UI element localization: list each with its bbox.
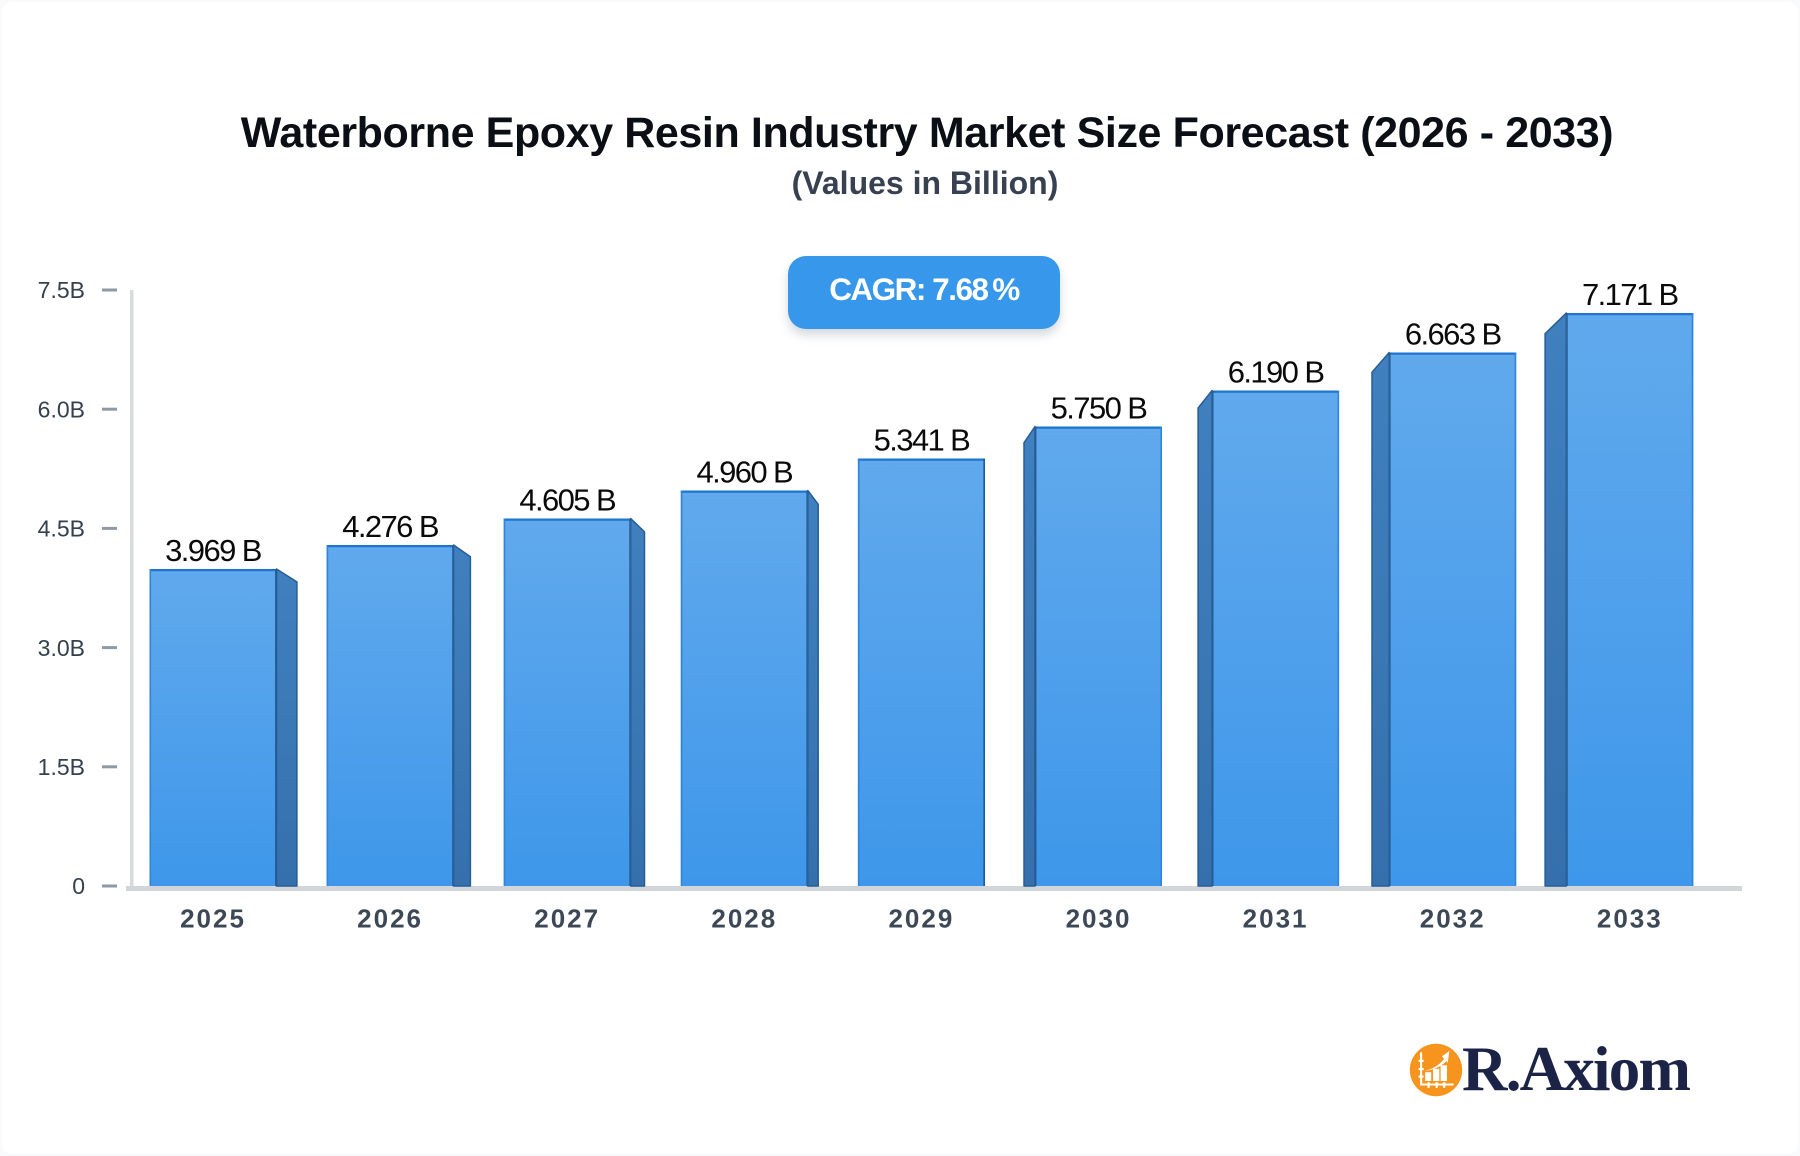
svg-text:0: 0 <box>72 873 85 899</box>
svg-text:7.5B: 7.5B <box>38 277 85 303</box>
svg-text:2028: 2028 <box>711 904 777 934</box>
svg-text:2032: 2032 <box>1420 904 1486 934</box>
svg-text:3.969 B: 3.969 B <box>165 533 262 568</box>
svg-text:2033: 2033 <box>1597 904 1663 934</box>
svg-text:4.276 B: 4.276 B <box>342 509 439 544</box>
svg-text:2031: 2031 <box>1243 904 1309 934</box>
svg-text:7.171 B: 7.171 B <box>1582 277 1679 312</box>
svg-text:2029: 2029 <box>888 904 954 934</box>
svg-text:2026: 2026 <box>357 904 423 934</box>
svg-text:2027: 2027 <box>534 904 600 934</box>
svg-text:R.Axiom: R.Axiom <box>1462 1034 1690 1104</box>
svg-text:5.750 B: 5.750 B <box>1051 391 1148 426</box>
svg-text:1.5B: 1.5B <box>38 754 85 780</box>
svg-text:2025: 2025 <box>180 904 246 934</box>
svg-text:4.5B: 4.5B <box>38 516 85 542</box>
svg-text:3.0B: 3.0B <box>38 635 85 661</box>
svg-text:6.0B: 6.0B <box>38 396 85 422</box>
svg-text:6.663 B: 6.663 B <box>1405 317 1502 352</box>
svg-text:5.341 B: 5.341 B <box>874 423 971 458</box>
svg-text:4.960 B: 4.960 B <box>696 455 793 490</box>
svg-text:4.605 B: 4.605 B <box>519 483 616 518</box>
svg-text:2030: 2030 <box>1066 904 1132 934</box>
svg-text:6.190 B: 6.190 B <box>1228 355 1325 390</box>
